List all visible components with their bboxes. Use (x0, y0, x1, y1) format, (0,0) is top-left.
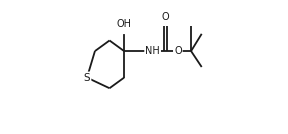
Text: NH: NH (145, 46, 160, 56)
Text: O: O (174, 46, 182, 56)
Text: OH: OH (117, 18, 132, 29)
Text: S: S (84, 73, 90, 83)
Text: O: O (161, 12, 169, 22)
